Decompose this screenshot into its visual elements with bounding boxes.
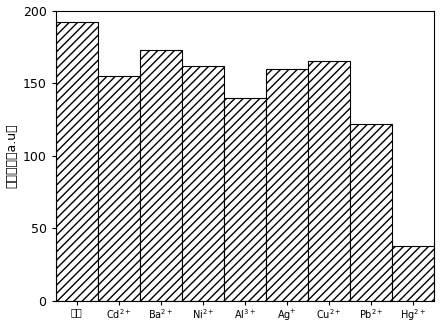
Bar: [55, 22, 98, 301]
Bar: [308, 61, 350, 301]
Bar: [224, 98, 266, 301]
Bar: [182, 66, 224, 301]
Bar: [350, 124, 392, 301]
Bar: [392, 245, 434, 301]
Y-axis label: 荧光强度（a.u）: 荧光强度（a.u）: [6, 123, 18, 188]
Bar: [266, 68, 308, 301]
Bar: [140, 50, 182, 301]
Bar: [98, 76, 140, 301]
